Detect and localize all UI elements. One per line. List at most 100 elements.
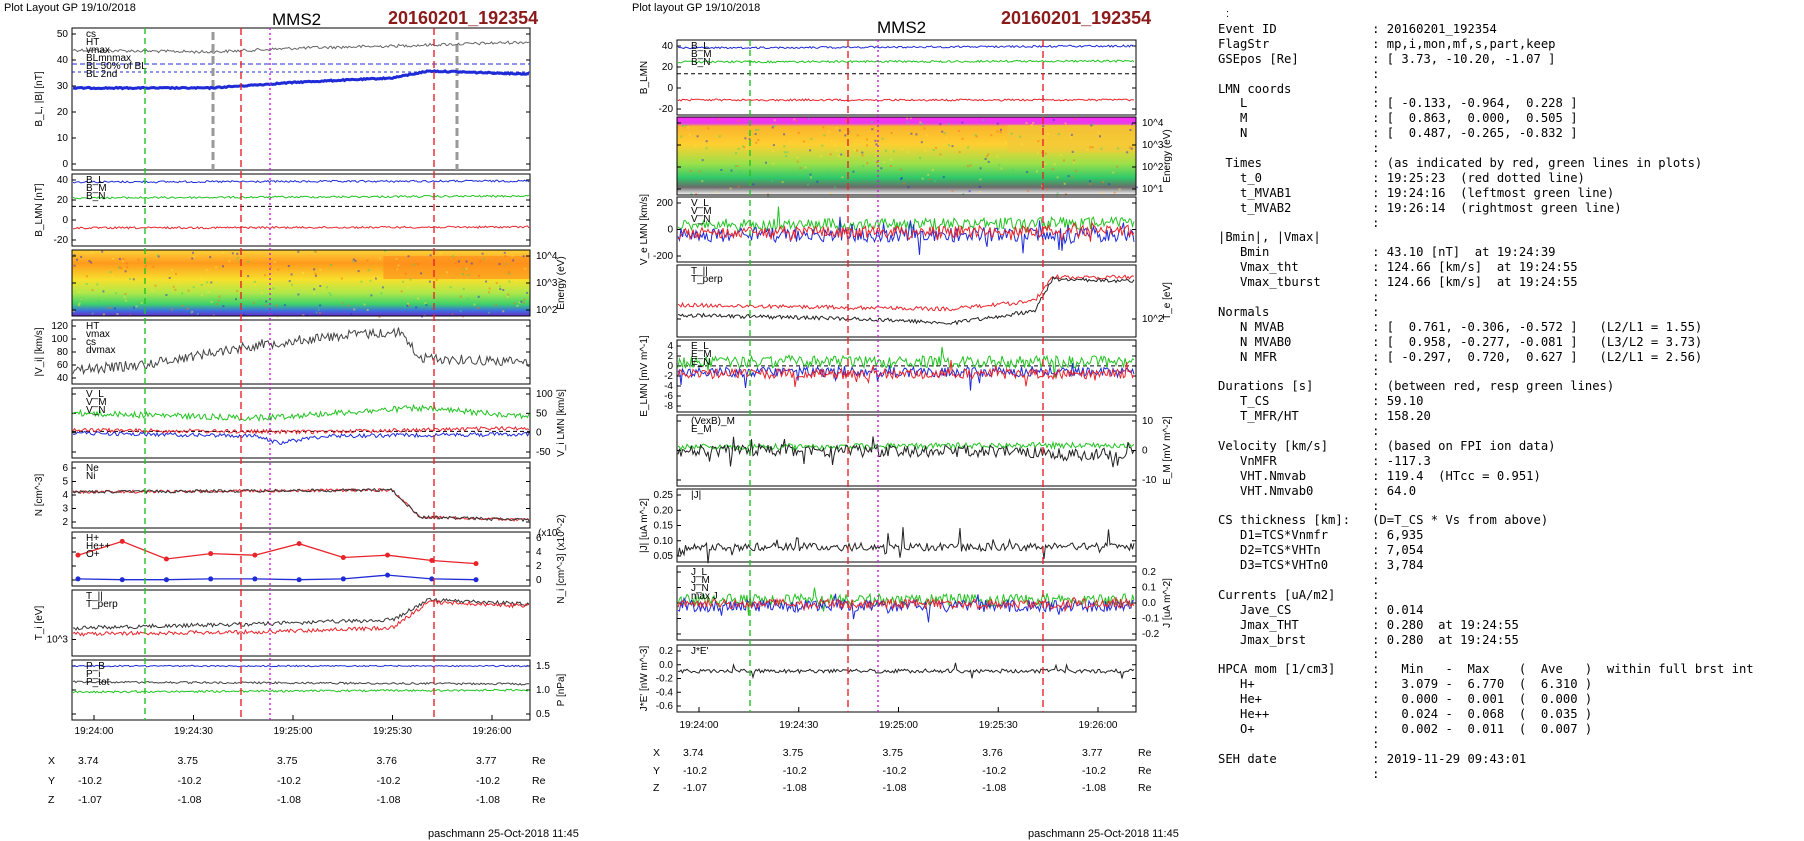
spectrogram-pixel — [714, 191, 717, 194]
spectrogram-pixel — [483, 257, 485, 260]
spectrogram-pixel — [124, 299, 127, 302]
summary-line: : — [1218, 66, 1380, 81]
spectrogram-pixel — [1051, 168, 1054, 171]
y-tick-label: 20 — [57, 107, 69, 118]
spectrogram-pixel — [1089, 183, 1092, 186]
spectrogram-pixel — [807, 117, 810, 120]
y-axis-label: T_i [eV] — [34, 606, 45, 641]
summary-line: O+ : 0.002 - 0.011 ( 0.007 ) — [1218, 721, 1593, 736]
position-unit: Re — [1138, 747, 1152, 759]
spectrogram-pixel — [880, 167, 883, 170]
spectrogram-pixel — [998, 163, 1001, 166]
spectrogram-pixel — [357, 270, 360, 273]
spectrogram-pixel — [473, 303, 476, 306]
spectrogram-pixel — [1099, 135, 1101, 138]
spectrogram-pixel — [734, 165, 737, 168]
spectrogram-pixel — [157, 255, 160, 258]
data-trace — [72, 680, 530, 686]
summary-line: : — [1218, 498, 1380, 513]
spectrogram-pixel — [269, 266, 272, 268]
spectrogram-pixel — [1025, 122, 1028, 124]
legend-entry: B_L — [691, 41, 709, 52]
spectrogram-pixel — [231, 252, 234, 255]
y-tick-label: 0.10 — [654, 536, 674, 547]
summary-line: Bmin : 43.10 [nT] at 19:24:39 — [1218, 245, 1556, 260]
spectrogram-pixel — [890, 150, 893, 153]
spectrogram-pixel — [844, 134, 847, 137]
spectrogram-pixel — [786, 151, 789, 154]
spectrogram-pixel — [861, 154, 864, 157]
position-value: 3.74 — [683, 747, 704, 759]
spectrogram-pixel — [488, 311, 490, 314]
legend-entry: dvmax — [86, 345, 115, 356]
spectrogram-pixel — [996, 155, 999, 158]
summary-line: D1=TCS*Vnmfr : 6,935 — [1218, 528, 1424, 543]
chart-panel — [676, 488, 1137, 564]
summary-line: LMN coords : — [1218, 81, 1380, 96]
data-trace — [677, 527, 1135, 564]
spectrogram-pixel — [91, 251, 93, 254]
spectrogram-pixel — [511, 254, 514, 257]
data-trace — [72, 327, 530, 376]
spectrogram-pixel — [874, 139, 877, 142]
summary-line: H+ : 3.079 - 6.770 ( 6.310 ) — [1218, 677, 1593, 692]
spectrogram-pixel — [901, 148, 904, 151]
y-tick-label: -0.2 — [1142, 629, 1160, 640]
spectrogram-pixel — [114, 292, 117, 295]
spectrogram-pixel — [465, 267, 468, 270]
spectrogram-pixel — [341, 302, 344, 305]
spectrogram-pixel — [165, 294, 168, 296]
panel-frame — [676, 39, 1137, 116]
data-trace — [677, 360, 1135, 388]
spectrogram-pixel — [1070, 133, 1073, 136]
spectrogram-pixel — [467, 297, 470, 300]
spectrogram-pixel — [783, 151, 786, 154]
spectrogram-pixel — [967, 165, 970, 168]
spectrogram-pixel — [951, 190, 954, 193]
spectrogram-pixel — [283, 304, 286, 307]
spectrogram-pixel — [705, 147, 708, 150]
spectrogram-pixel — [924, 149, 927, 152]
spectrogram-pixel — [197, 312, 199, 315]
spectrogram-pixel — [1089, 180, 1092, 183]
y-tick-label: 0 — [536, 428, 542, 439]
y-tick-label: -20 — [659, 104, 674, 115]
spectrogram-pixel — [210, 301, 213, 303]
spectrogram-pixel — [91, 312, 94, 315]
spectrogram-pixel — [1067, 175, 1070, 178]
chart-panel — [676, 565, 1137, 641]
y-tick-label: -50 — [536, 447, 551, 458]
spectrogram-pixel — [1118, 188, 1121, 191]
spectrogram-pixel — [417, 297, 420, 300]
spectrogram-pixel — [1136, 186, 1138, 189]
y-tick-label: 10^4 — [1142, 118, 1164, 129]
spectrogram-pixel — [236, 257, 239, 260]
summary-line: VnMFR : -117.3 — [1218, 453, 1431, 468]
legend-entry: V_M — [691, 206, 712, 217]
spectrogram-pixel — [253, 280, 256, 283]
y-tick-label: 100 — [51, 334, 68, 345]
spectrogram-pixel — [982, 119, 985, 122]
spectrogram-pixel — [1113, 191, 1116, 194]
spectrogram-pixel — [247, 275, 250, 278]
summary-line: t_MVAB1 : 19:24:16 (leftmost green line) — [1218, 185, 1615, 200]
data-trace — [72, 430, 530, 445]
panel-frame — [676, 644, 1137, 713]
spectrogram-pixel — [810, 137, 813, 140]
x-tick-label: 19:25:30 — [373, 726, 412, 737]
event-summary: Event ID : 20160201_192354 FlagStr : mp,i… — [1218, 22, 1754, 781]
y-axis-label: N_i [cm^-3] (x10^-2) — [556, 514, 567, 603]
spectrogram-pixel — [1116, 165, 1119, 168]
legend-entry: J_M — [691, 575, 710, 586]
spectrogram-pixel — [200, 294, 203, 297]
spectrogram-pixel — [848, 130, 851, 133]
spectrogram-pixel — [290, 273, 293, 276]
spectrogram-pixel — [1004, 141, 1007, 144]
spectrogram-pixel — [404, 272, 407, 275]
position-unit: Re — [1138, 765, 1152, 777]
y-tick-label: 10^3 — [1142, 140, 1164, 151]
legend-entry: E_N — [691, 357, 710, 368]
spectrogram-pixel — [866, 162, 869, 165]
chart-panel — [676, 264, 1137, 338]
